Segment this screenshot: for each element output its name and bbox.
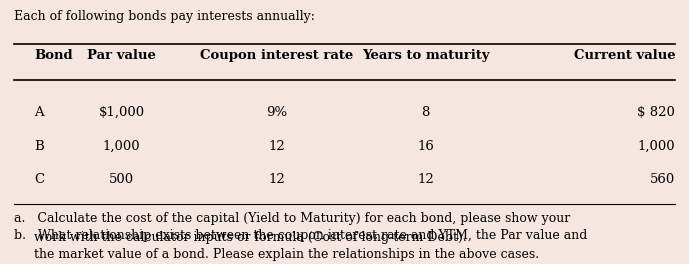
Text: Each of following bonds pay interests annually:: Each of following bonds pay interests an… — [14, 10, 314, 23]
Text: 500: 500 — [109, 173, 134, 186]
Text: 12: 12 — [269, 140, 285, 153]
Text: $1,000: $1,000 — [99, 106, 145, 119]
Text: Bond: Bond — [34, 49, 72, 62]
Text: B: B — [34, 140, 43, 153]
Text: Years to maturity: Years to maturity — [362, 49, 489, 62]
Text: Current value: Current value — [574, 49, 675, 62]
Text: 12: 12 — [269, 173, 285, 186]
Text: 9%: 9% — [267, 106, 287, 119]
Text: 8: 8 — [422, 106, 430, 119]
Text: Par value: Par value — [88, 49, 156, 62]
Text: Coupon interest rate: Coupon interest rate — [200, 49, 353, 62]
Text: 1,000: 1,000 — [638, 140, 675, 153]
Text: A: A — [34, 106, 43, 119]
Text: C: C — [34, 173, 44, 186]
Text: 560: 560 — [650, 173, 675, 186]
Text: 12: 12 — [417, 173, 434, 186]
Text: 1,000: 1,000 — [103, 140, 141, 153]
Text: $ 820: $ 820 — [637, 106, 675, 119]
Text: a.   Calculate the cost of the capital (Yield to Maturity) for each bond, please: a. Calculate the cost of the capital (Yi… — [14, 212, 570, 244]
Text: 16: 16 — [417, 140, 434, 153]
Text: b.   What relationship exists between the coupon interest rate and YTM, the Par : b. What relationship exists between the … — [14, 229, 587, 261]
